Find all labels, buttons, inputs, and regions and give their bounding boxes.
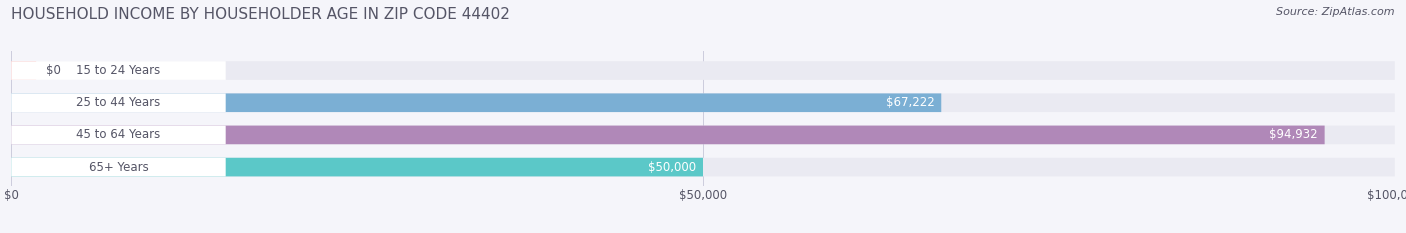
FancyBboxPatch shape — [11, 61, 37, 80]
Text: Source: ZipAtlas.com: Source: ZipAtlas.com — [1277, 7, 1395, 17]
FancyBboxPatch shape — [11, 93, 1395, 112]
FancyBboxPatch shape — [11, 126, 1395, 144]
FancyBboxPatch shape — [11, 126, 1324, 144]
FancyBboxPatch shape — [11, 126, 226, 144]
FancyBboxPatch shape — [11, 158, 1395, 176]
Text: $50,000: $50,000 — [648, 161, 696, 174]
FancyBboxPatch shape — [11, 61, 226, 80]
FancyBboxPatch shape — [11, 61, 1395, 80]
FancyBboxPatch shape — [11, 158, 703, 176]
Text: 65+ Years: 65+ Years — [89, 161, 149, 174]
Text: 45 to 64 Years: 45 to 64 Years — [76, 128, 160, 141]
Text: $0: $0 — [46, 64, 60, 77]
Text: 25 to 44 Years: 25 to 44 Years — [76, 96, 160, 109]
FancyBboxPatch shape — [11, 158, 226, 176]
FancyBboxPatch shape — [11, 93, 226, 112]
FancyBboxPatch shape — [11, 93, 941, 112]
Text: $94,932: $94,932 — [1270, 128, 1317, 141]
Text: $67,222: $67,222 — [886, 96, 935, 109]
Text: HOUSEHOLD INCOME BY HOUSEHOLDER AGE IN ZIP CODE 44402: HOUSEHOLD INCOME BY HOUSEHOLDER AGE IN Z… — [11, 7, 510, 22]
Text: 15 to 24 Years: 15 to 24 Years — [76, 64, 160, 77]
